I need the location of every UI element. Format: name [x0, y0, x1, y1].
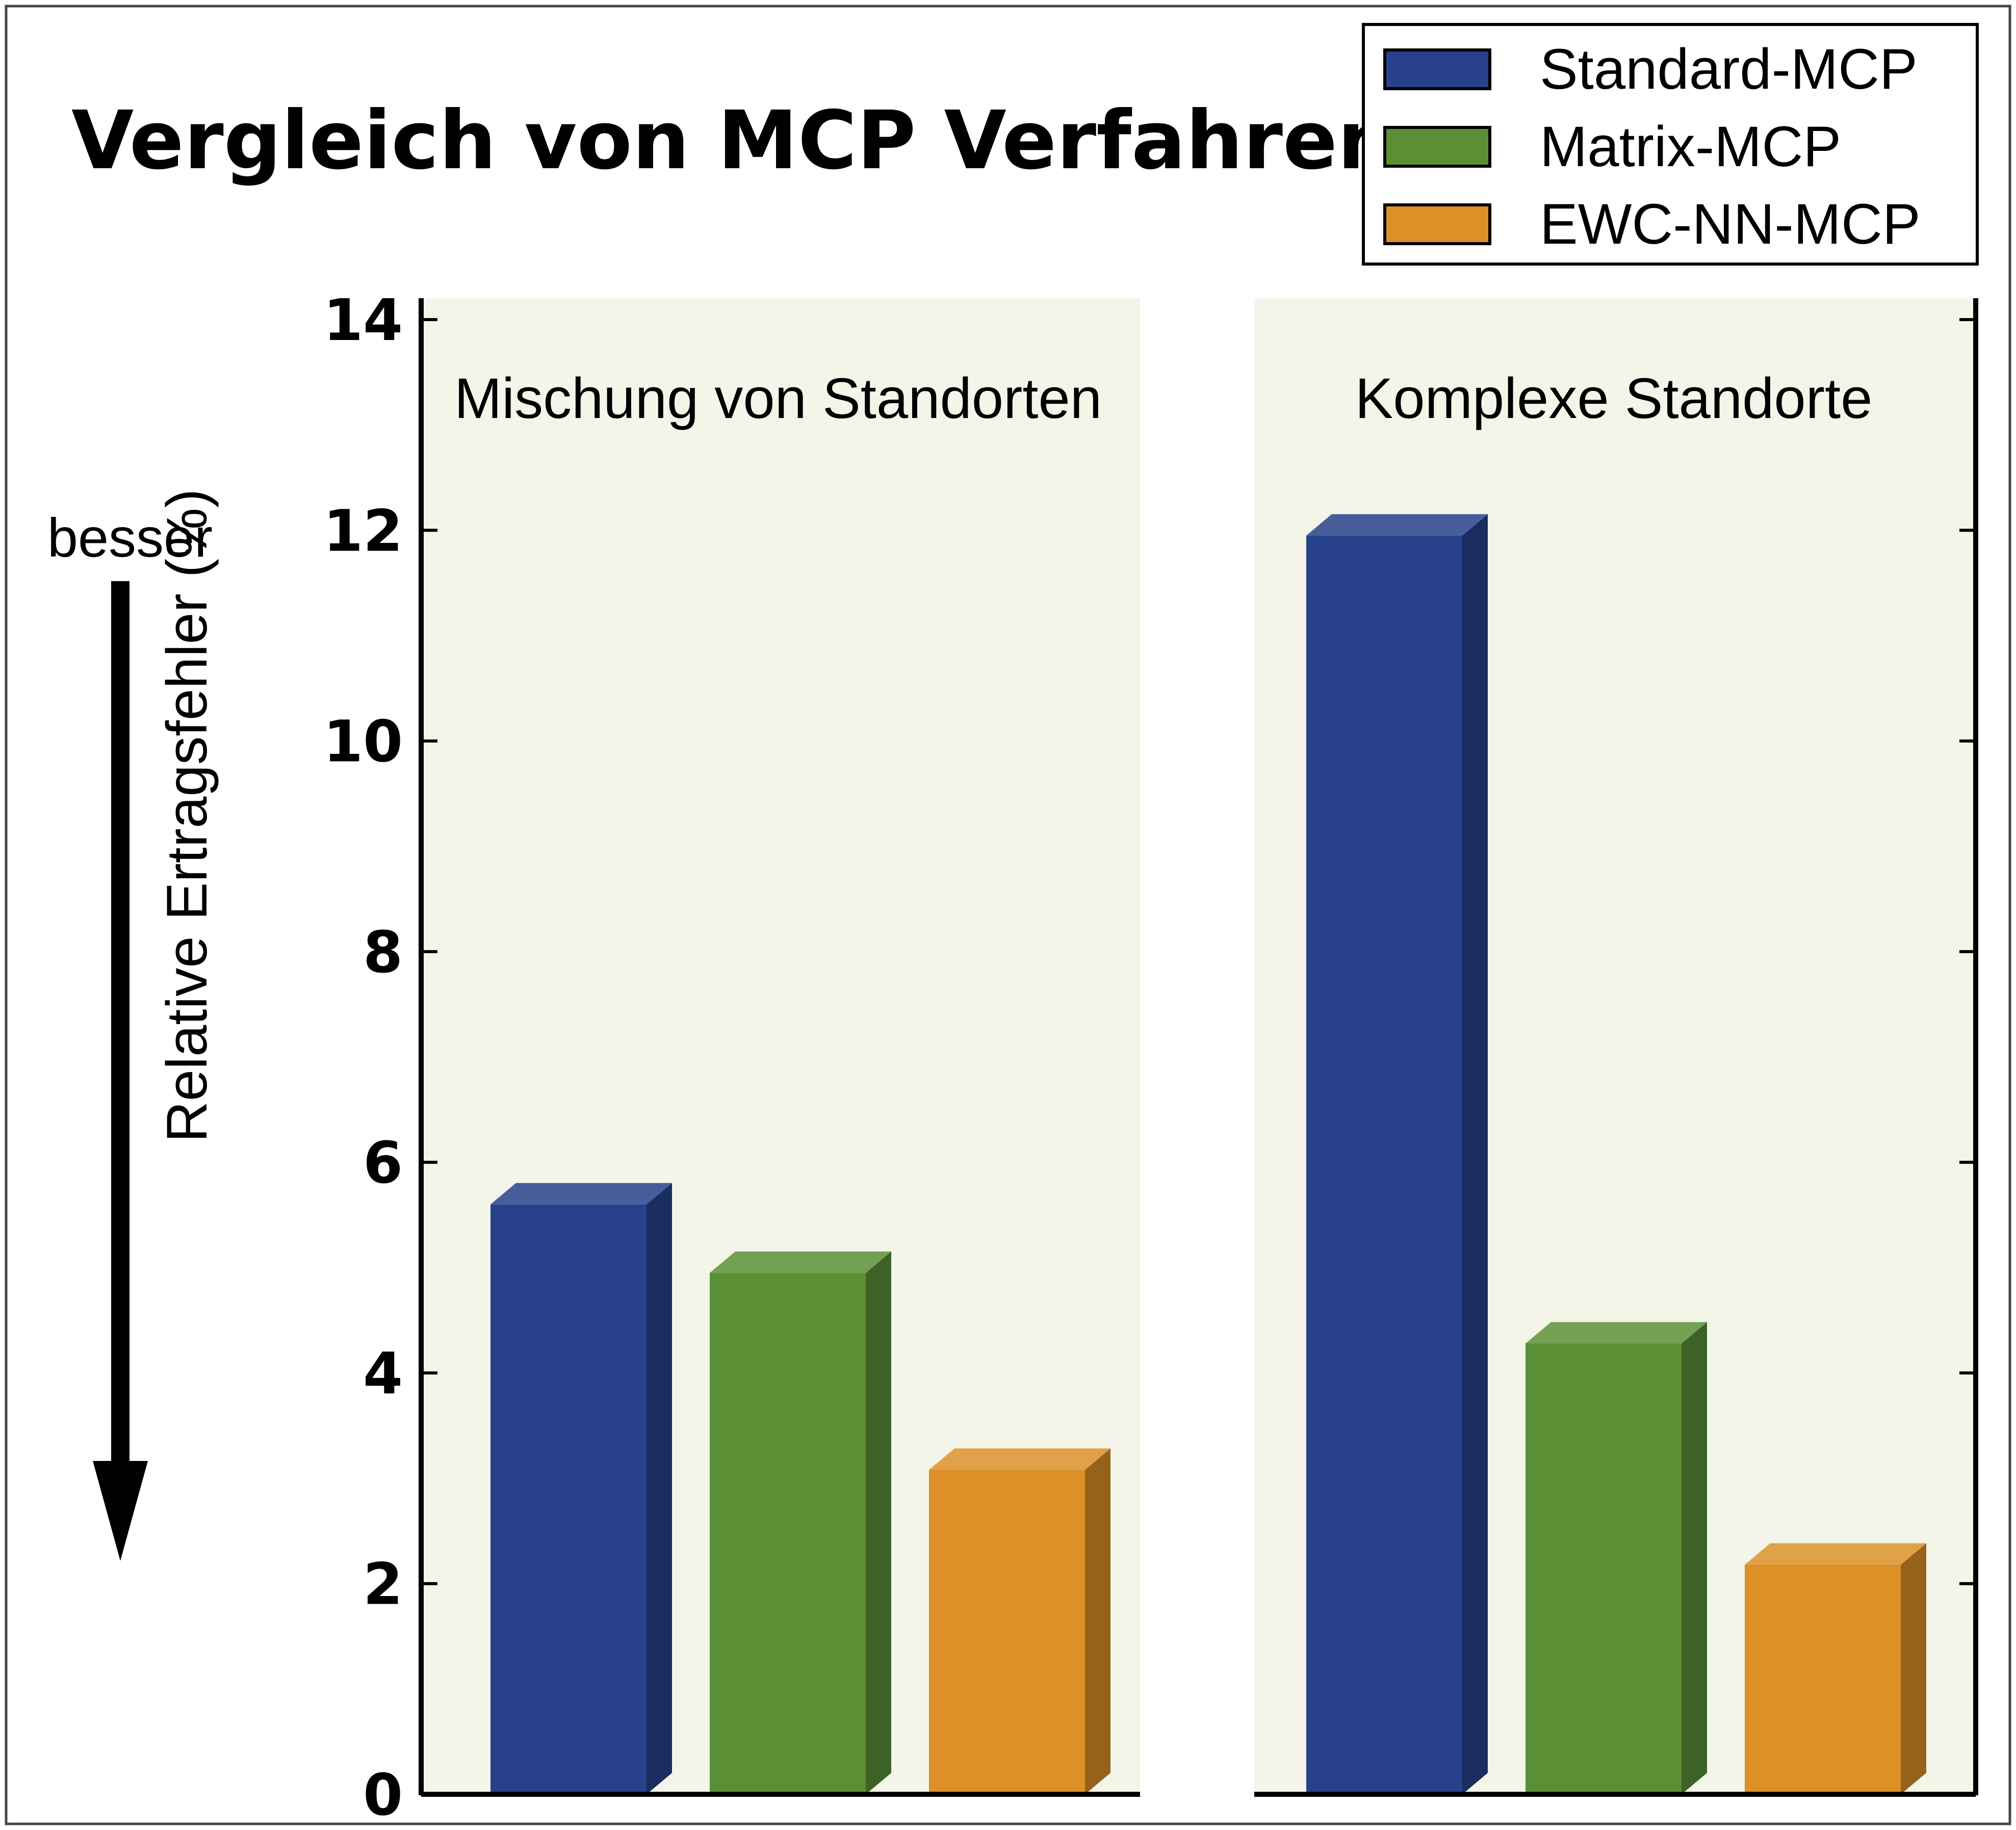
bar-1-1 [1526, 1322, 1707, 1794]
bar-front [710, 1273, 866, 1794]
category-label-1: Komplexe Standorte [1355, 367, 1873, 430]
bar-side [1682, 1322, 1707, 1794]
bar-side [866, 1251, 891, 1794]
legend-swatch-2 [1383, 203, 1491, 245]
legend: Standard-MCP Matrix-MCP EWC-NN-MCP [1362, 23, 1979, 266]
bar-side [1462, 514, 1488, 1794]
bar-side [647, 1183, 672, 1794]
bar-top [929, 1448, 1110, 1470]
bar-top [490, 1183, 672, 1205]
bar-front [1526, 1343, 1682, 1794]
direction-arrow-head [93, 1461, 148, 1561]
legend-label-2: EWC-NN-MCP [1540, 192, 1921, 256]
y-tick-label: 6 [363, 1130, 403, 1196]
bar-1-2 [1745, 1543, 1926, 1794]
bar-front [490, 1204, 647, 1794]
y-tick-label: 12 [323, 498, 403, 564]
y-tick-label: 10 [323, 709, 403, 775]
y-tick-label: 14 [323, 287, 403, 354]
y-axis-label: Relative Ertragsfehler (%) [155, 489, 219, 1142]
bars [490, 514, 1926, 1795]
bar-front [1745, 1564, 1901, 1794]
bar-front [1306, 535, 1462, 1795]
y-tick-label: 8 [363, 920, 403, 986]
y-tick-label: 0 [363, 1762, 403, 1828]
bar-top [1745, 1543, 1926, 1565]
direction-label: besser [47, 507, 213, 568]
legend-swatch-1 [1383, 126, 1491, 168]
bar-0-1 [710, 1251, 891, 1794]
y-tick-label: 2 [363, 1552, 403, 1618]
bar-top [1526, 1322, 1707, 1344]
bar-top [1306, 514, 1488, 536]
chart-title: Vergleich von MCP Verfahren [71, 94, 1395, 188]
y-ticks: 0 2 4 6 8 10 12 14 [323, 287, 1976, 1828]
bar-side [1901, 1543, 1926, 1794]
bar-1-0 [1306, 514, 1488, 1795]
legend-label-1: Matrix-MCP [1540, 115, 1841, 178]
legend-label-0: Standard-MCP [1540, 37, 1918, 101]
bar-front [929, 1470, 1085, 1794]
category-label-0: Mischung von Standorten [454, 367, 1102, 430]
bar-side [1085, 1448, 1110, 1794]
bar-0-0 [490, 1183, 672, 1794]
bar-top [710, 1251, 891, 1273]
bar-0-2 [929, 1448, 1110, 1794]
legend-swatch-0 [1383, 48, 1491, 90]
y-tick-label: 4 [363, 1341, 403, 1407]
